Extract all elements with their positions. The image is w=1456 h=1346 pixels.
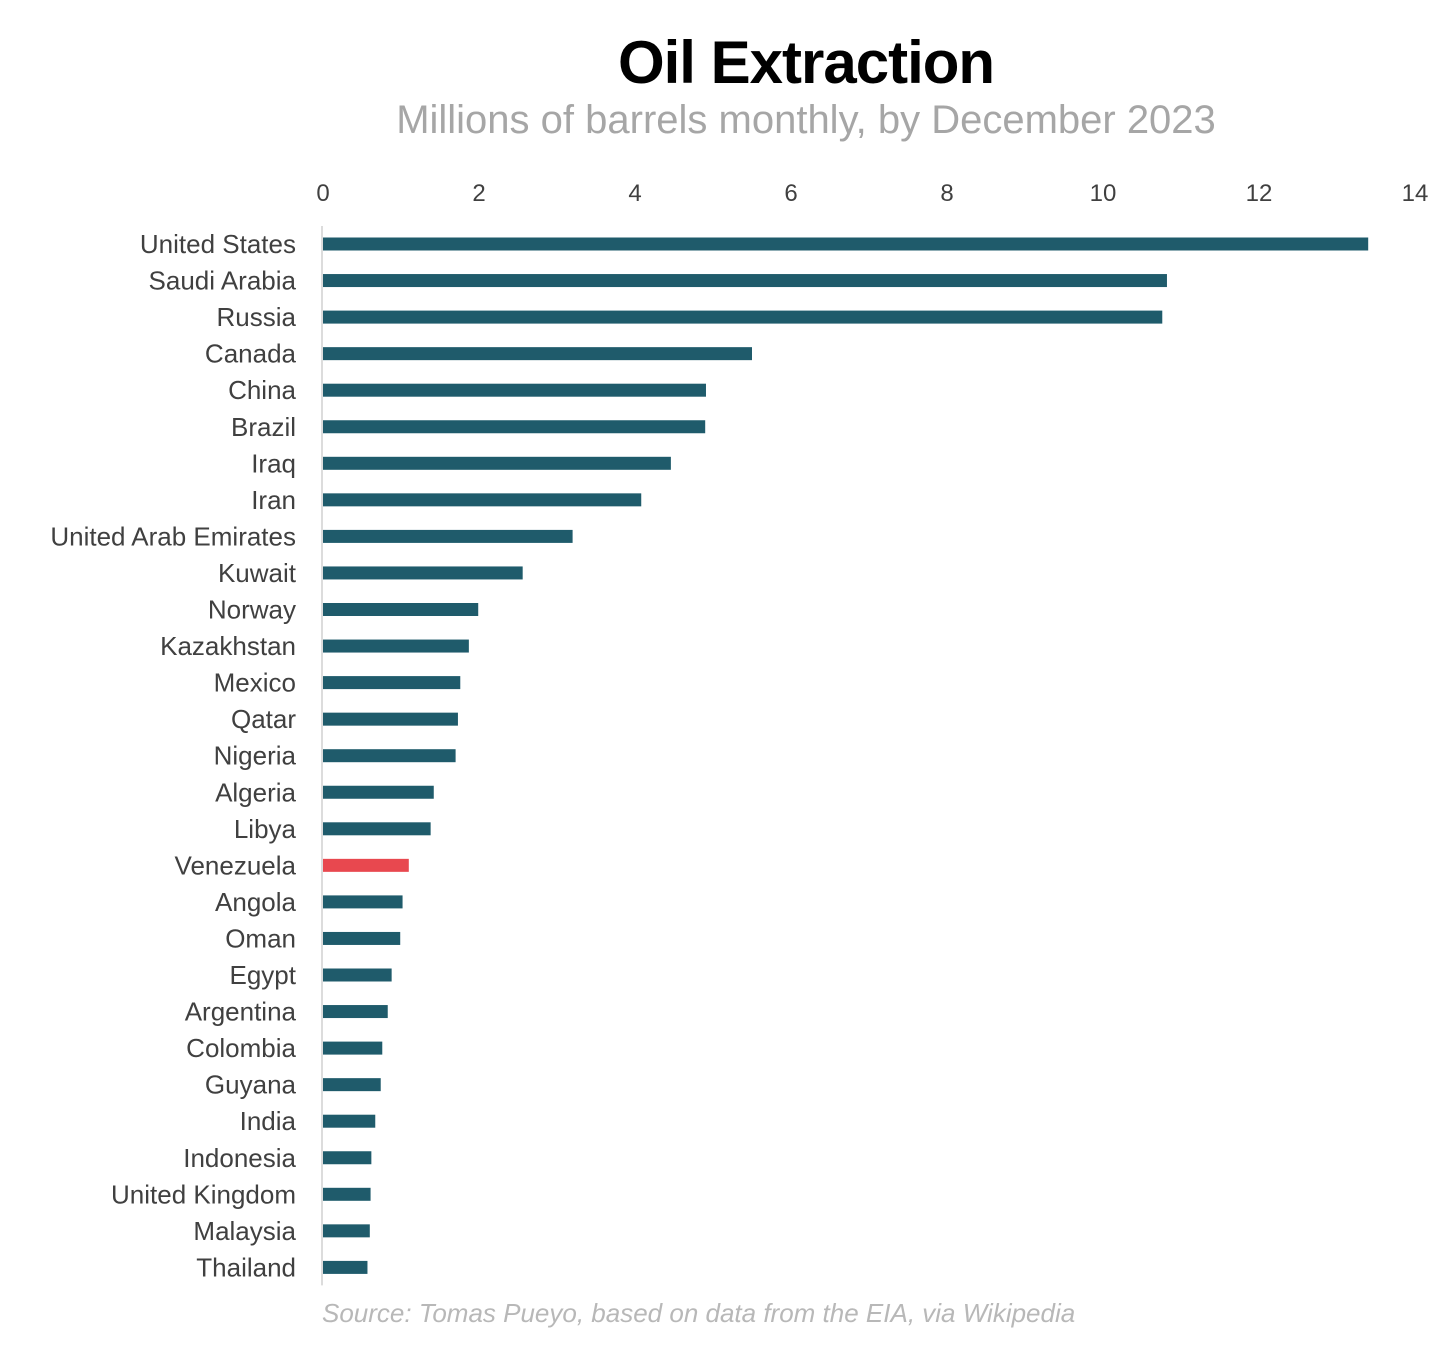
- bar-iraq: [323, 456, 671, 470]
- bar-russia: [323, 310, 1163, 324]
- category-label: Guyana: [205, 1070, 297, 1100]
- x-tick-label: 6: [784, 180, 797, 207]
- category-label: Russia: [217, 302, 297, 332]
- x-tick-label: 10: [1090, 180, 1117, 207]
- category-label: Canada: [205, 339, 297, 369]
- bar-algeria: [323, 785, 434, 799]
- category-label: Oman: [225, 923, 296, 953]
- category-label: China: [228, 375, 296, 405]
- category-label: Venezuela: [175, 850, 297, 880]
- chart-title: Oil Extraction: [617, 29, 995, 96]
- chart-subtitle: Millions of barrels monthly, by December…: [396, 98, 1216, 142]
- x-tick-label: 4: [628, 180, 641, 207]
- bar-brazil: [323, 420, 706, 434]
- category-label: India: [240, 1106, 297, 1136]
- category-label: Thailand: [196, 1252, 296, 1282]
- x-tick-label: 2: [472, 180, 485, 207]
- category-label: Saudi Arabia: [149, 266, 297, 296]
- bar-colombia: [323, 1041, 383, 1055]
- category-label: Mexico: [214, 668, 296, 698]
- bar-egypt: [323, 968, 392, 982]
- category-labels: United States Saudi Arabia Russia Canada Chi…: [50, 229, 296, 1282]
- bar-angola: [323, 895, 403, 909]
- category-label: United Arab Emirates: [50, 521, 296, 551]
- category-label: Nigeria: [214, 741, 297, 771]
- category-label: Qatar: [231, 704, 296, 734]
- category-label: Norway: [208, 595, 296, 625]
- bar-saudi-arabia: [323, 274, 1167, 288]
- x-axis-ticks: 0 2 4 6 8 10 12 14: [316, 180, 1428, 207]
- category-label: United States: [140, 229, 296, 259]
- category-label: Iraq: [251, 448, 296, 478]
- bar-kazakhstan: [323, 639, 469, 653]
- category-label: Iran: [251, 485, 296, 515]
- category-label: Brazil: [231, 412, 296, 442]
- category-label: Libya: [234, 814, 297, 844]
- bar-oman: [323, 931, 401, 945]
- category-label: Kazakhstan: [160, 631, 296, 661]
- category-label: Malaysia: [193, 1216, 296, 1246]
- bars: [323, 237, 1369, 1274]
- bar-china: [323, 383, 706, 397]
- category-label: Angola: [215, 887, 296, 917]
- x-tick-label: 0: [316, 180, 329, 207]
- x-tick-label: 14: [1402, 180, 1429, 207]
- category-label: Algeria: [215, 777, 296, 807]
- bar-norway: [323, 603, 479, 616]
- bar-united-arab-emirates: [323, 529, 573, 543]
- bar-malaysia: [323, 1224, 370, 1238]
- bar-venezuela: [323, 858, 409, 872]
- bar-iran: [323, 493, 642, 507]
- bar-libya: [323, 822, 431, 836]
- bar-india: [323, 1114, 376, 1128]
- bar-indonesia: [323, 1151, 372, 1165]
- bar-qatar: [323, 712, 458, 726]
- category-label: Kuwait: [218, 558, 297, 588]
- category-label: Indonesia: [183, 1143, 296, 1173]
- bar-kuwait: [323, 566, 523, 580]
- category-label: United Kingdom: [111, 1179, 296, 1209]
- x-tick-label: 12: [1246, 180, 1273, 207]
- x-tick-label: 8: [940, 180, 953, 207]
- category-label: Egypt: [230, 960, 297, 990]
- chart-source: Source: Tomas Pueyo, based on data from …: [322, 1298, 1076, 1328]
- bar-thailand: [323, 1260, 368, 1274]
- bar-argentina: [323, 1005, 388, 1019]
- bar-nigeria: [323, 749, 456, 763]
- category-label: Colombia: [186, 1033, 296, 1063]
- bar-united-states: [323, 237, 1369, 251]
- bar-canada: [323, 347, 752, 361]
- bar-united-kingdom: [323, 1187, 371, 1201]
- category-label: Argentina: [185, 997, 297, 1027]
- bar-guyana: [323, 1078, 381, 1092]
- bar-mexico: [323, 676, 461, 690]
